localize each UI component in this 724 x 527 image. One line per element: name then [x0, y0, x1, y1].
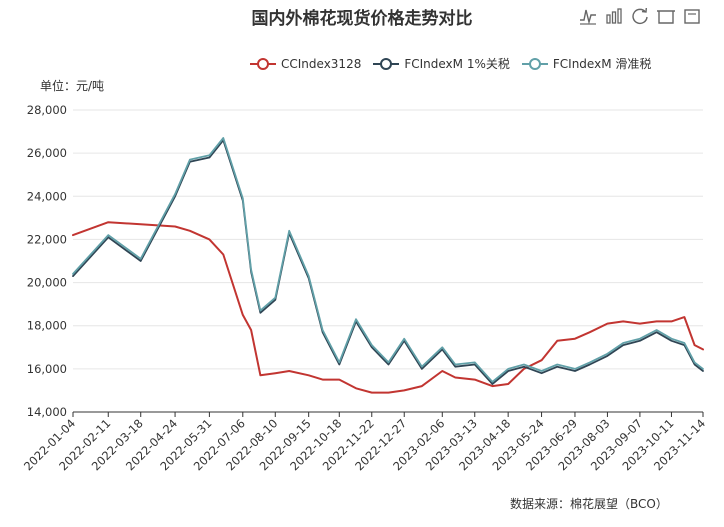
chart-title: 国内外棉花现货价格走势对比: [251, 9, 473, 29]
source-note: 数据来源：棉花展望（BCO）: [510, 497, 668, 511]
series-line-2[interactable]: [72, 139, 704, 385]
y-tick-label: 16,000: [27, 362, 67, 376]
save-image-icon[interactable]: [656, 6, 676, 26]
legend-label-series3: FCIndexM 滑准税: [552, 57, 652, 71]
legend-item-series1[interactable]: CCIndex3128: [250, 55, 361, 72]
y-tick-label: 14,000: [27, 405, 67, 419]
series-line-1[interactable]: [72, 221, 704, 394]
line-chart-icon[interactable]: [578, 6, 598, 26]
y-tick-label: 22,000: [27, 232, 67, 246]
chart-legend: CCIndex3128 FCIndexM 1%关税 FCIndexM 滑准税: [250, 55, 651, 72]
y-tick-label: 18,000: [27, 319, 67, 333]
legend-item-series3[interactable]: FCIndexM 滑准税: [521, 55, 652, 72]
legend-label-series1: CCIndex3128: [281, 56, 362, 71]
data-view-icon[interactable]: [682, 6, 702, 26]
legend-label-series2: FCIndexM 1%关税: [404, 57, 510, 71]
y-tick-label: 20,000: [27, 276, 67, 290]
legend-symbol-series2: [373, 57, 400, 70]
y-tick-label: 26,000: [27, 146, 67, 160]
series-line-3[interactable]: [72, 137, 704, 383]
y-axis-unit-label: 单位：元/吨: [40, 79, 105, 93]
chart-toolbox: [578, 6, 702, 26]
legend-symbol-series1: [250, 57, 276, 70]
legend-symbol-series3: [521, 57, 548, 70]
y-tick-label: 24,000: [27, 189, 67, 203]
legend-item-series2[interactable]: FCIndexM 1%关税: [373, 55, 510, 72]
restore-icon[interactable]: [630, 6, 650, 26]
bar-chart-icon[interactable]: [604, 6, 624, 26]
y-tick-label: 28,000: [27, 103, 67, 117]
